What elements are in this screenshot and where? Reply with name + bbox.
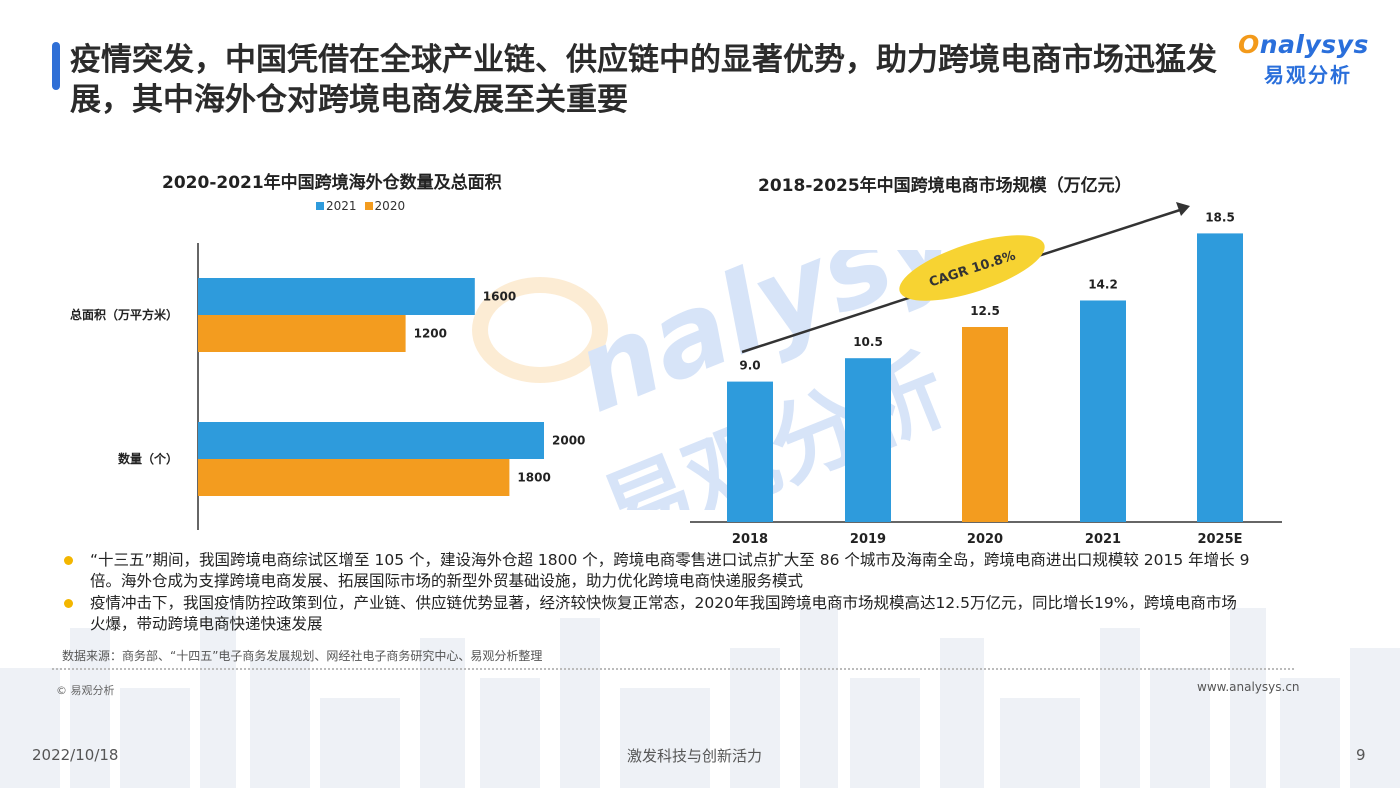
left-bar-label-0-2021: 1600 (483, 290, 516, 304)
left-category-label-0: 总面积（万平方米） (70, 307, 178, 322)
right-bar-value-2025E: 18.5 (1205, 210, 1235, 224)
left-bar-0-2021 (198, 278, 475, 315)
right-tick-label-2019: 2019 (850, 532, 886, 547)
right-tick-label-2025E: 2025E (1197, 532, 1242, 547)
right-tick-label-2021: 2021 (1085, 532, 1121, 547)
left-bar-1-2021 (198, 422, 544, 459)
legend-swatch-2021 (316, 202, 324, 210)
bullet-item-1: “十三五”期间，我国跨境电商综试区增至 105 个，建设海外仓超 1800 个，… (62, 550, 1252, 592)
analysys-logo: Onalysys 易观分析 (1238, 30, 1378, 88)
left-category-label-1: 数量（个） (118, 451, 178, 466)
right-bar-value-2020: 12.5 (970, 304, 1000, 318)
left-bar-0-2020 (198, 315, 406, 352)
footer-divider (52, 668, 1294, 670)
legend-item-2021: 2021 (316, 199, 357, 213)
title-accent-bar (52, 42, 60, 90)
logo-wordmark: Onalysys (1238, 30, 1378, 59)
right-bar-value-2021: 14.2 (1088, 277, 1118, 291)
website-link[interactable]: www.analysys.cn (1197, 680, 1300, 694)
legend-item-2020: 2020 (364, 199, 406, 213)
right-bar-2020 (962, 327, 1008, 522)
right-tick-label-2018: 2018 (732, 532, 768, 547)
right-tick-label-2020: 2020 (967, 532, 1003, 547)
legend-swatch-2020 (364, 202, 373, 210)
skyline-background (0, 608, 1400, 788)
left-chart-legend: 2021 2020 (316, 199, 405, 213)
data-source: 数据来源：商务部、“十四五”电子商务发展规划、网经社电子商务研究中心、易观分析整… (62, 649, 543, 663)
left-bar-label-0-2020: 1200 (414, 327, 447, 341)
legend-label-2021: 2021 (326, 199, 357, 213)
bullet-item-2: 疫情冲击下，我国疫情防控政策到位，产业链、供应链优势显著，经济较快恢复正常态，2… (62, 593, 1252, 635)
right-bar-2018 (727, 381, 773, 522)
cagr-badge (899, 235, 1045, 301)
left-bar-1-2020 (198, 459, 510, 496)
left-bar-label-1-2020: 1800 (517, 471, 550, 485)
left-chart-title: 2020-2021年中国跨境海外仓数量及总面积 (162, 173, 502, 193)
right-bar-2019 (845, 358, 891, 522)
logo-o: O (1238, 30, 1260, 59)
right-bar-2025E (1197, 233, 1243, 522)
right-bar-value-2019: 10.5 (853, 335, 883, 349)
right-bar-value-2018: 9.0 (739, 359, 760, 373)
copyright: © 易观分析 (56, 684, 115, 697)
right-chart-title: 2018-2025年中国跨境电商市场规模（万亿元） (758, 176, 1132, 196)
footer-slogan: 激发科技与创新活力 (627, 747, 763, 765)
page-title: 疫情突发，中国凭借在全球产业链、供应链中的显著优势，助力跨境电商市场迅猛发展，其… (70, 42, 1217, 118)
right-bar-2021 (1080, 300, 1126, 522)
logo-chinese: 易观分析 (1264, 63, 1352, 87)
cagr-arrow-head (1176, 202, 1190, 216)
logo-rest: nalysys (1259, 30, 1369, 59)
left-bar-label-1-2021: 2000 (552, 434, 585, 448)
legend-label-2020: 2020 (374, 199, 406, 213)
bullet-list: “十三五”期间，我国跨境电商综试区增至 105 个，建设海外仓超 1800 个，… (62, 550, 1252, 636)
page-number: 9 (1356, 746, 1366, 764)
report-date: 2022/10/18 (32, 746, 119, 764)
